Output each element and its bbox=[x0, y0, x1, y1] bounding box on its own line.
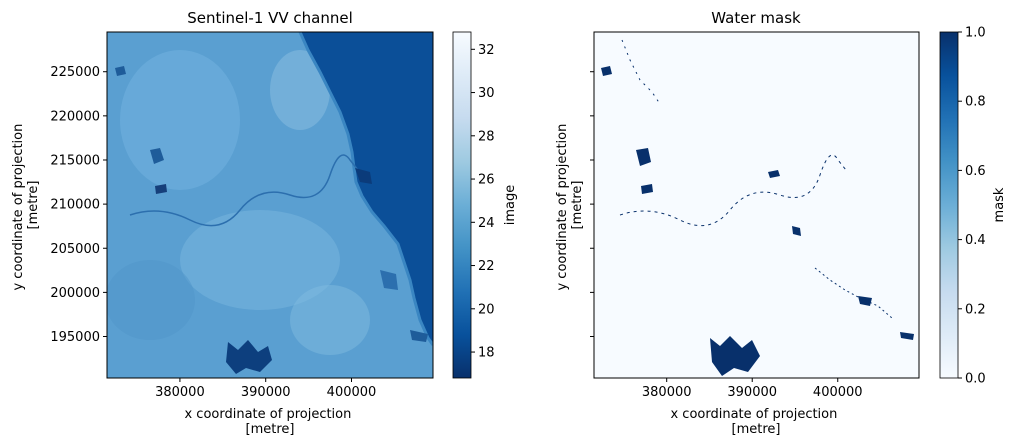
colorbar-tick-label: 18 bbox=[478, 346, 495, 361]
mask-background bbox=[594, 32, 919, 378]
lake bbox=[355, 168, 372, 184]
heatmap-image bbox=[107, 32, 433, 378]
sea-shore bbox=[298, 32, 433, 346]
x-tick-label: 380000 bbox=[642, 385, 692, 400]
colorbar-ticks: 18 20 22 24 26 28 30 32 bbox=[471, 43, 495, 361]
colorbar-label: image bbox=[503, 185, 518, 226]
lake-mask bbox=[641, 184, 653, 194]
colorbar-tick-label: 26 bbox=[478, 173, 495, 188]
y-tick-label: 205000 bbox=[50, 242, 100, 257]
land-texture bbox=[120, 50, 240, 190]
colorbar-tick-label: 20 bbox=[478, 302, 495, 317]
lake bbox=[150, 148, 164, 164]
chart-title: Sentinel-1 VV channel bbox=[187, 9, 353, 27]
colorbar-tick-label: 0.2 bbox=[965, 302, 986, 317]
lake bbox=[410, 330, 428, 342]
colorbar-tick-label: 22 bbox=[478, 259, 495, 274]
colorbar-tick-label: 0.4 bbox=[965, 233, 986, 248]
x-tick-label: 400000 bbox=[813, 385, 863, 400]
colorbar-ticks: 0.0 0.2 0.4 0.6 0.8 1.0 bbox=[958, 26, 986, 387]
river-mask bbox=[814, 267, 893, 319]
colorbar-gradient bbox=[939, 31, 959, 379]
land-texture bbox=[180, 210, 340, 310]
colorbar-tick-label: 24 bbox=[478, 216, 495, 231]
colorbar-tick-label: 32 bbox=[478, 43, 495, 58]
river-mask bbox=[621, 39, 661, 105]
y-axis-label: y coordinate of projection [metre] bbox=[555, 119, 585, 290]
x-axis-ticks: 380000 390000 400000 bbox=[642, 378, 863, 400]
colorbar-tick-label: 0.0 bbox=[965, 372, 986, 387]
land-texture bbox=[107, 260, 195, 340]
lake-mask bbox=[601, 66, 612, 76]
river bbox=[129, 154, 363, 227]
sea-region bbox=[300, 32, 433, 345]
y-tick-label: 220000 bbox=[50, 109, 100, 124]
panel-vv-channel: Sentinel-1 VV channel 380000 390000 400000… bbox=[11, 9, 518, 437]
colorbar-tick-label: 30 bbox=[478, 86, 495, 101]
reservoir-mask bbox=[710, 336, 760, 376]
lake bbox=[115, 66, 126, 76]
water-pixels bbox=[601, 66, 914, 376]
colorbar: 18 20 22 24 26 28 30 32 image bbox=[452, 31, 518, 379]
chart-title: Water mask bbox=[711, 9, 801, 27]
panel-water-mask: Water mask 380000 390000 400000 x coordina… bbox=[555, 9, 1007, 437]
y-tick-label: 215000 bbox=[50, 153, 100, 168]
plot-frame bbox=[106, 31, 434, 379]
land-texture bbox=[290, 285, 370, 355]
x-axis-ticks: 380000 390000 400000 bbox=[155, 378, 376, 400]
lake-mask bbox=[900, 332, 914, 340]
colorbar-tick-label: 0.6 bbox=[965, 164, 986, 179]
x-tick-label: 390000 bbox=[241, 385, 291, 400]
y-tick-label: 210000 bbox=[50, 198, 100, 213]
x-tick-label: 390000 bbox=[727, 385, 777, 400]
colorbar-tick-label: 1.0 bbox=[965, 26, 986, 41]
x-axis-label: x coordinate of projection [metre] bbox=[670, 407, 841, 437]
x-tick-label: 400000 bbox=[327, 385, 377, 400]
y-tick-label: 200000 bbox=[50, 286, 100, 301]
y-tick-label: 195000 bbox=[50, 330, 100, 345]
lake-mask bbox=[768, 170, 780, 178]
y-tick-label: 225000 bbox=[50, 65, 100, 80]
x-axis-label: x coordinate of projection [metre] bbox=[184, 407, 355, 437]
colorbar-tick-label: 28 bbox=[478, 129, 495, 144]
lake-mask bbox=[636, 148, 651, 166]
colorbar: 0.0 0.2 0.4 0.6 0.8 1.0 mask bbox=[939, 26, 1007, 387]
x-tick-label: 380000 bbox=[155, 385, 205, 400]
colorbar-gradient bbox=[452, 31, 472, 379]
colorbar-label: mask bbox=[992, 187, 1007, 222]
colorbar-tick-label: 0.8 bbox=[965, 95, 986, 110]
heatmap-image bbox=[594, 32, 919, 378]
plot-frame bbox=[593, 31, 920, 379]
lake-mask bbox=[792, 226, 801, 236]
reservoir bbox=[226, 340, 272, 374]
lake bbox=[155, 184, 167, 194]
land-texture bbox=[270, 50, 330, 130]
river-mask bbox=[619, 154, 847, 227]
y-axis-label: y coordinate of projection [metre] bbox=[11, 119, 41, 290]
y-axis-ticks bbox=[590, 71, 594, 338]
lake bbox=[380, 270, 398, 290]
y-axis-ticks: 195000 200000 205000 210000 215000 220000 2250… bbox=[50, 65, 107, 345]
